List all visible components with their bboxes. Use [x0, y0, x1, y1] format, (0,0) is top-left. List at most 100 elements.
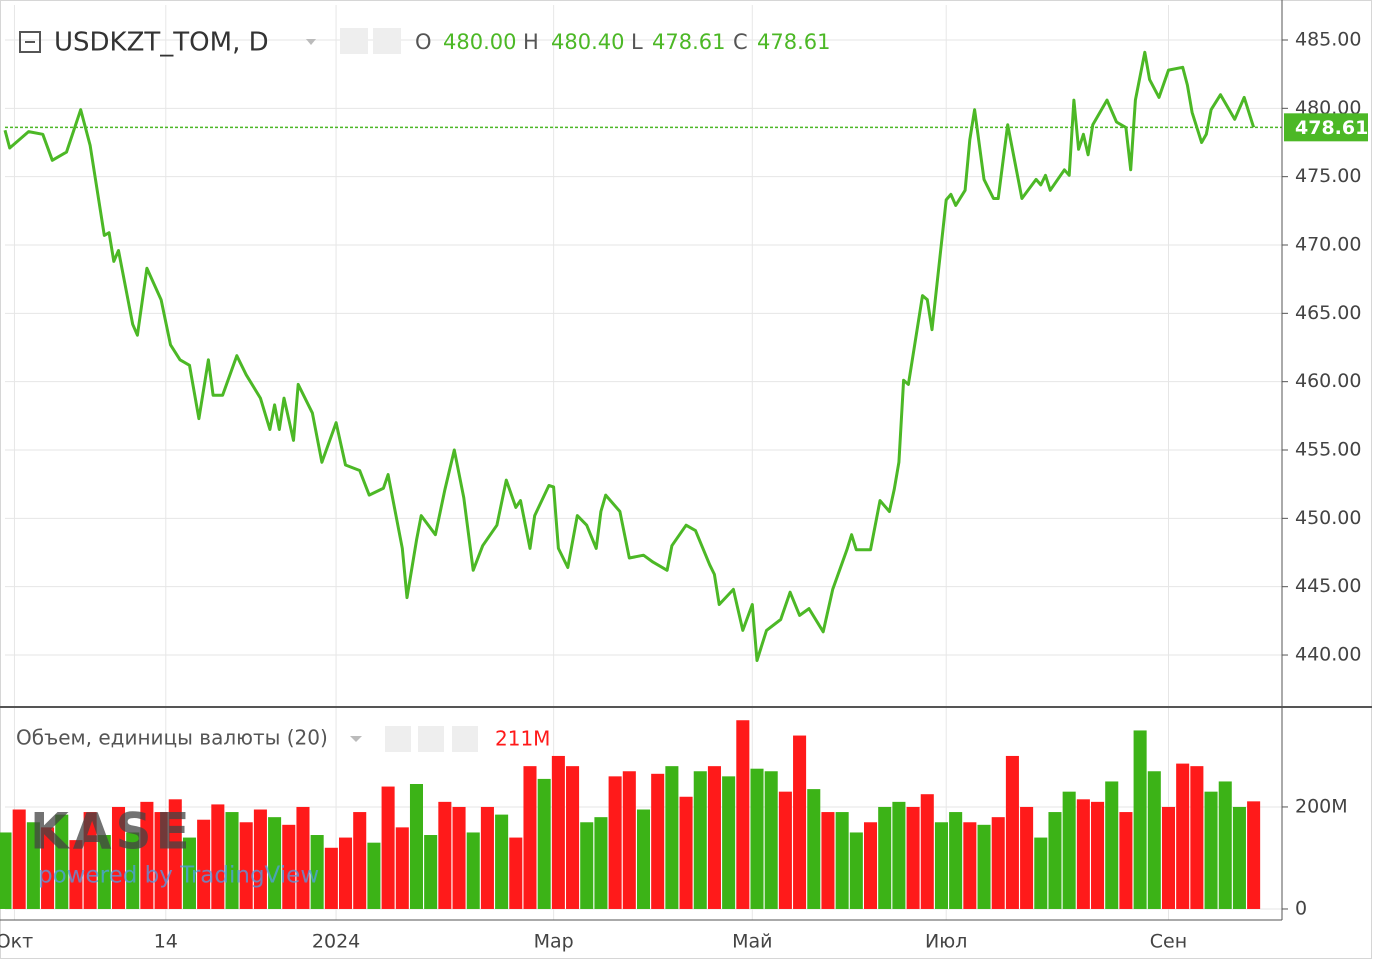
volume-bar: [1147, 771, 1161, 909]
volume-bar: [594, 817, 608, 909]
volume-bar: [722, 776, 736, 909]
y-tick-label: 485.00: [1295, 28, 1361, 50]
x-tick-label: Мар: [534, 931, 574, 953]
volume-bar: [1133, 730, 1147, 909]
volume-bar: [750, 768, 764, 909]
volume-bar: [211, 804, 225, 909]
y-tick-label: 465.00: [1295, 302, 1361, 324]
volume-bar: [154, 812, 168, 909]
eye-icon[interactable]: [340, 28, 368, 54]
y-tick-label: 450.00: [1295, 507, 1361, 529]
volume-bar: [736, 720, 750, 909]
volume-bar: [197, 819, 211, 909]
last-price-label: 478.61: [1295, 117, 1368, 139]
x-tick-label: Сен: [1150, 931, 1187, 953]
volume-bar: [381, 786, 395, 909]
volume-bar: [807, 789, 821, 909]
volume-bar: [906, 806, 920, 909]
volume-settings-icon[interactable]: [418, 726, 444, 752]
volume-bar: [934, 822, 948, 909]
volume-bar: [1204, 791, 1218, 909]
volume-bar: [12, 809, 26, 909]
volume-bar: [580, 822, 594, 909]
volume-bar: [892, 801, 906, 909]
volume-bar: [367, 842, 381, 909]
volume-bar: [1062, 791, 1076, 909]
volume-bar: [253, 809, 267, 909]
volume-bar: [963, 822, 977, 909]
volume-bar: [566, 766, 580, 909]
volume-bar: [991, 817, 1005, 909]
settings-icon[interactable]: [373, 28, 401, 54]
ohlc-key: C: [733, 30, 748, 54]
volume-bar: [97, 835, 111, 909]
volume-bar: [268, 817, 282, 909]
volume-bar: [863, 822, 878, 909]
collapse-icon[interactable]: [19, 31, 41, 53]
volume-bar: [849, 832, 863, 909]
volume-close-icon[interactable]: [452, 726, 478, 752]
volume-eye-icon[interactable]: [385, 726, 411, 752]
volume-bar: [282, 824, 296, 909]
y-tick-label: 445.00: [1295, 575, 1361, 597]
volume-bar: [651, 773, 665, 909]
volume-header: Объем, единицы валюты (20) 211M: [16, 726, 550, 752]
x-tick-label: Окт: [0, 931, 33, 953]
volume-bar: [977, 824, 991, 909]
volume-bar: [324, 847, 338, 909]
volume-bar: [438, 801, 452, 909]
symbol-menu[interactable]: [306, 39, 316, 45]
y-tick-label: 0: [1295, 897, 1307, 919]
volume-bar: [41, 827, 55, 909]
volume-bar: [523, 766, 537, 909]
marks-layer: [0, 50, 1282, 909]
ohlc-key: O: [415, 30, 432, 54]
y-tick-label: 475.00: [1295, 165, 1361, 187]
volume-bar: [1105, 781, 1119, 909]
volume-bar: [239, 822, 253, 909]
volume-bar: [1218, 781, 1232, 909]
volume-bar: [1232, 806, 1246, 909]
volume-bar: [778, 791, 792, 909]
volume-bar: [480, 806, 494, 909]
volume-bar: [452, 806, 466, 909]
volume-bar: [466, 832, 480, 909]
symbol-title: USDKZT_TOM, D: [54, 28, 269, 58]
last-price-box: [1284, 113, 1368, 142]
volume-bar: [878, 806, 892, 909]
volume-bar: [126, 832, 140, 909]
volume-bar: [636, 809, 651, 909]
volume-bar: [821, 812, 835, 909]
y-tick-label: 470.00: [1295, 233, 1361, 255]
volume-bar: [920, 794, 934, 909]
volume-bar: [182, 837, 196, 909]
ohlc-value: 478.61: [757, 30, 830, 54]
volume-menu[interactable]: [350, 736, 362, 742]
volume-bar: [69, 840, 83, 909]
volume-bar: [424, 835, 438, 909]
volume-bar: [111, 806, 126, 909]
volume-legend-value: 211M: [495, 727, 550, 751]
volume-bar: [83, 812, 97, 909]
volume-bar: [1190, 766, 1204, 909]
watermark-logo: KASE: [30, 803, 194, 861]
volume-bar: [1048, 812, 1062, 909]
volume-bar: [693, 771, 707, 909]
ohlc-value: 480.40: [551, 30, 624, 54]
volume-bar: [1005, 755, 1019, 909]
volume-bar: [296, 806, 310, 909]
volume-bar: [707, 766, 721, 909]
price-line: [3, 50, 1256, 662]
y-tick-label: 460.00: [1295, 370, 1361, 392]
volume-bar: [225, 812, 239, 909]
volume-bar: [395, 827, 409, 909]
volume-bar: [537, 778, 551, 909]
y-tick-label: 440.00: [1295, 644, 1361, 666]
y-tick-label: 455.00: [1295, 439, 1361, 461]
x-tick-label: 14: [154, 931, 178, 953]
ohlc-value: 478.61: [652, 30, 725, 54]
ohlc-key: H: [523, 30, 539, 54]
volume-bar: [622, 771, 636, 909]
